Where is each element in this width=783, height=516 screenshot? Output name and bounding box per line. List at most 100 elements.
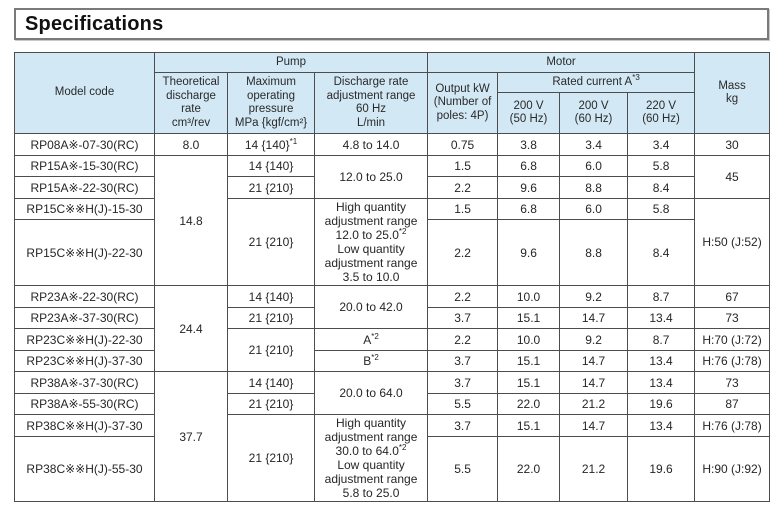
model-code-cell: RP38A※-37-30(RC) — [14, 371, 155, 394]
pressure-cell: 21 {210} — [227, 414, 315, 502]
output-cell: 1.5 — [427, 198, 499, 220]
range-cell: 20.0 to 64.0 — [313, 371, 429, 415]
range-value: B — [363, 354, 372, 368]
current-200v60-cell: 8.8 — [559, 219, 629, 286]
current-200v50-cell: 3.8 — [497, 133, 561, 156]
current-220v60-cell: 19.6 — [627, 393, 696, 415]
current-220v60-cell: 8.7 — [627, 285, 696, 308]
discharge-rate-cell: 37.7 — [154, 371, 228, 502]
model-code-cell: RP15A※-22-30(RC) — [14, 176, 155, 199]
model-code-cell: RP38C※※H(J)-55-30 — [14, 436, 155, 502]
current-200v50-cell: 22.0 — [497, 436, 561, 502]
pressure-value: 14 {140} — [244, 137, 290, 152]
current-220v60-cell: 19.6 — [627, 436, 696, 502]
pressure-footnote: *1 — [289, 136, 298, 146]
header-200v-60hz: 200 V (60 Hz) — [559, 92, 629, 134]
current-200v60-cell: 3.4 — [559, 133, 629, 156]
table-row: RP38C※※H(J)-37-30 21 {210} High quantity… — [14, 414, 771, 502]
current-220v60-cell: 8.7 — [627, 328, 696, 351]
model-code-cell: RP23A※-22-30(RC) — [14, 285, 155, 308]
range-footnote: *2 — [398, 227, 407, 236]
current-220v60-cell: 8.4 — [627, 219, 696, 286]
mass-cell: H:76 (J:78) — [694, 350, 771, 372]
model-code-cell: RP38C※※H(J)-37-30 — [14, 414, 155, 437]
range-low-lines: Low quantity adjustment range 5.8 to 25.0 — [324, 458, 418, 500]
output-cell: 2.2 — [427, 285, 499, 308]
range-cell: High quantity adjustment range 12.0 to 25.… — [313, 198, 429, 286]
current-220v60-cell: 13.4 — [627, 307, 696, 329]
section-title-box: Specifications — [14, 8, 769, 40]
current-200v50-cell: 15.1 — [497, 414, 561, 437]
range-cell: A*2 — [313, 328, 429, 351]
current-200v50-cell: 10.0 — [497, 285, 561, 308]
range-cell: B*2 — [313, 350, 429, 372]
current-200v60-cell: 14.7 — [559, 371, 629, 394]
page-title: Specifications — [25, 12, 164, 35]
range-cell: 12.0 to 25.0 — [313, 155, 429, 199]
model-code-cell: RP08A※-07-30(RC) — [14, 133, 155, 156]
pressure-cell: 14 {140} — [227, 371, 315, 394]
range-value: A — [363, 332, 372, 347]
rated-current-label: Rated current A — [552, 75, 633, 88]
header-output-kw: Output kW (Number of poles: 4P) — [427, 72, 499, 134]
table-row: RP23C※※H(J)-22-30 21 {210} A*2 2.2 10.0 … — [14, 328, 771, 372]
output-cell: 5.5 — [427, 436, 499, 502]
output-cell: 1.5 — [427, 155, 499, 177]
output-cell: 0.75 — [427, 133, 499, 156]
table-row: RP38A※-37-30(RC) 37.7 14 {140} 20.0 to 6… — [14, 371, 771, 502]
range-high-lines: High quantity adjustment range 12.0 to 25.… — [324, 200, 418, 242]
current-200v60-cell: 14.7 — [559, 414, 629, 437]
current-200v50-cell: 22.0 — [497, 393, 561, 415]
table-row: RP08A※-07-30(RC) 8.0 14 {140}*1 4.8 to 1… — [14, 133, 771, 156]
table-row: RP15C※※H(J)-15-30 21 {210} High quantity… — [14, 198, 771, 286]
current-200v60-cell: 9.2 — [559, 285, 629, 308]
output-cell: 3.7 — [427, 350, 499, 372]
model-code-cell: RP38A※-55-30(RC) — [14, 393, 155, 415]
model-code-cell: RP23C※※H(J)-22-30 — [14, 328, 155, 351]
current-200v50-cell: 6.8 — [497, 155, 561, 177]
table-row: RP23A※-22-30(RC) 24.4 14 {140} 20.0 to 4… — [14, 285, 771, 372]
range-footnote: *2 — [371, 353, 379, 362]
mass-cell: H:76 (J:78) — [694, 414, 771, 437]
current-200v50-cell: 6.8 — [497, 198, 561, 220]
pressure-cell: 21 {210} — [227, 307, 315, 329]
output-cell: 3.7 — [427, 414, 499, 437]
mass-cell: H:90 (J:92) — [694, 436, 771, 502]
pressure-cell: 21 {210} — [227, 198, 315, 286]
current-200v60-cell: 6.0 — [559, 155, 629, 177]
range-cell: High quantity adjustment range 30.0 to 64.… — [313, 414, 429, 502]
table-row: RP23C※※H(J)-37-30 B*2 3.7 15.1 14.7 13.4… — [14, 350, 771, 372]
current-200v50-cell: 15.1 — [497, 371, 561, 394]
mass-cell: H:50 (J:52) — [694, 198, 771, 286]
mass-cell: 87 — [694, 393, 771, 415]
mass-cell: 30 — [694, 133, 771, 156]
current-200v50-cell: 9.6 — [497, 219, 561, 286]
mass-cell: 67 — [694, 285, 771, 308]
current-220v60-cell: 13.4 — [627, 371, 696, 394]
current-220v60-cell: 5.8 — [627, 198, 696, 220]
header-200v-50hz: 200 V (50 Hz) — [497, 92, 561, 134]
output-cell: 2.2 — [427, 328, 499, 351]
model-code-cell: RP15C※※H(J)-22-30 — [14, 219, 155, 286]
output-cell: 3.7 — [427, 371, 499, 394]
current-220v60-cell: 8.4 — [627, 176, 696, 199]
pressure-cell: 21 {210} — [227, 176, 315, 199]
current-200v60-cell: 8.8 — [559, 176, 629, 199]
current-200v60-cell: 14.7 — [559, 307, 629, 329]
header-row-groups: Model code Pump Motor Mass kg — [14, 52, 771, 134]
model-code-cell: RP15C※※H(J)-15-30 — [14, 198, 155, 220]
pressure-cell: 14 {140} — [227, 285, 315, 308]
pressure-cell: 14 {140} — [227, 155, 315, 177]
header-220v-60hz: 220 V (60 Hz) — [627, 92, 696, 134]
model-code-cell: RP15A※-15-30(RC) — [14, 155, 155, 177]
current-220v60-cell: 13.4 — [627, 414, 696, 437]
range-cell: 20.0 to 42.0 — [313, 285, 429, 329]
output-cell: 2.2 — [427, 176, 499, 199]
range-footnote: *2 — [398, 443, 407, 452]
header-row-voltages: 200 V (50 Hz) 200 V (60 Hz) 220 V (60 Hz) — [15, 92, 770, 134]
header-mass: Mass kg — [694, 52, 771, 134]
header-discharge-range: Discharge rate adjustment range 60 Hz L/min — [313, 72, 429, 134]
discharge-rate-cell: 14.8 — [154, 155, 228, 286]
output-cell: 5.5 — [427, 393, 499, 415]
header-theoretical-discharge: Theoretical discharge rate cm³/rev — [154, 72, 228, 134]
